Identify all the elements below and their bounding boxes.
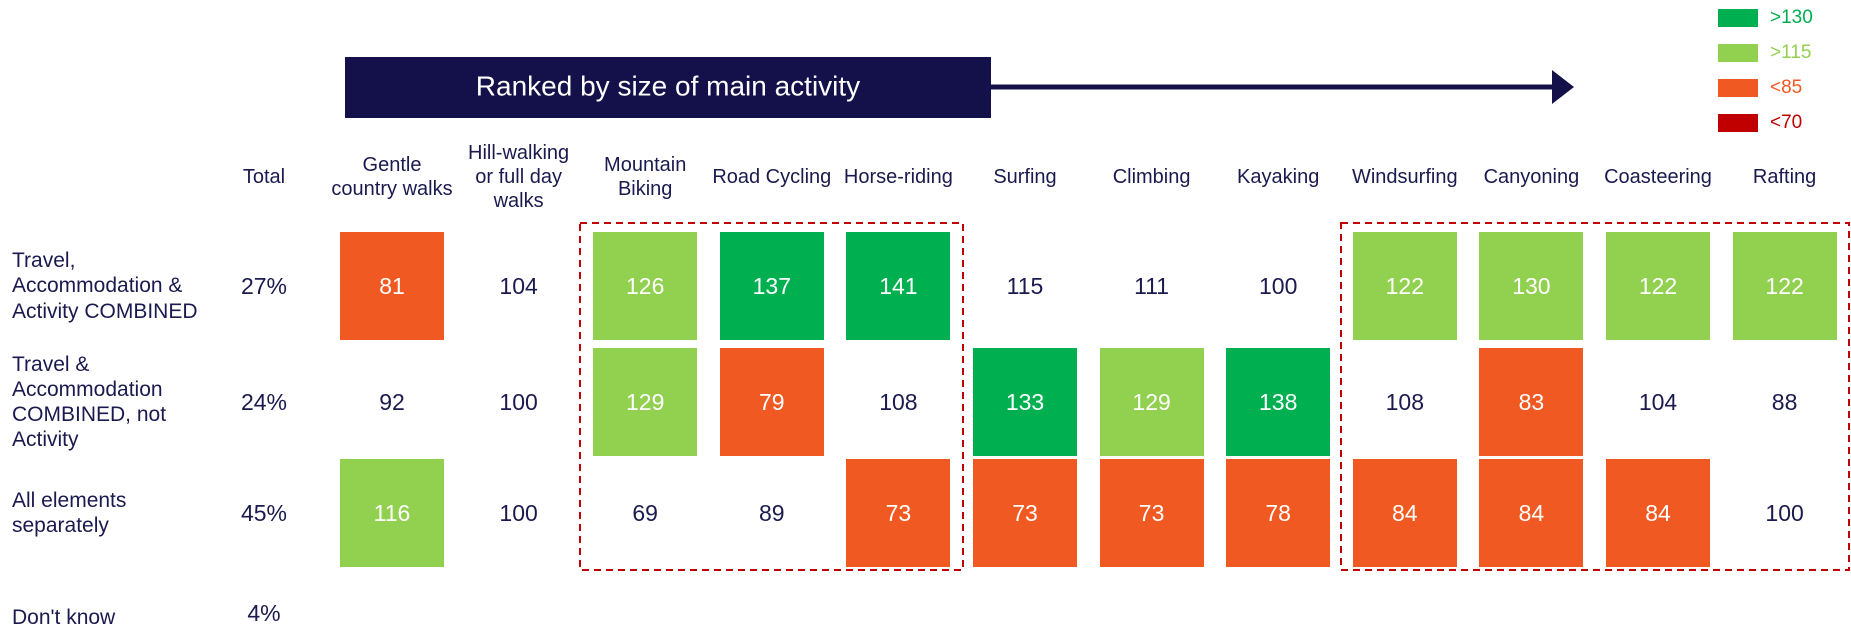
heat-cell: 83 xyxy=(1479,348,1584,456)
legend-swatch xyxy=(1718,114,1758,132)
legend-swatch xyxy=(1718,44,1758,62)
highlight-box xyxy=(579,222,964,571)
column-header: Horse-riding xyxy=(843,166,953,188)
heat-cell: 73 xyxy=(973,459,1077,567)
heat-cell: 100 xyxy=(1765,499,1804,526)
heat-cell: 129 xyxy=(593,348,698,456)
heat-cell: 104 xyxy=(1638,388,1678,415)
column-header: Rafting xyxy=(1752,166,1817,188)
heat-cell: 108 xyxy=(1385,388,1424,415)
heat-cell: 92 xyxy=(379,388,405,415)
banner-box xyxy=(345,57,991,118)
heat-cell: 79 xyxy=(719,348,824,456)
heat-cell: 126 xyxy=(593,232,698,340)
legend-swatch xyxy=(1718,79,1758,97)
heat-cell: 69 xyxy=(632,499,658,526)
heat-cell: 84 xyxy=(1352,459,1457,567)
column-header: Hill-walking or full day walks xyxy=(468,142,570,212)
legend-label: <70 xyxy=(1770,112,1803,133)
heat-cell: 81 xyxy=(340,232,444,340)
heat-cell: 100 xyxy=(1259,272,1298,299)
heat-cell: 78 xyxy=(1226,459,1331,567)
heat-cell: 100 xyxy=(499,388,538,415)
arrow-head xyxy=(1552,70,1574,104)
heat-cell: 73 xyxy=(846,459,951,567)
total-value: 45% xyxy=(240,499,288,526)
row-label: Travel, Accommodation & Activity COMBINE… xyxy=(12,249,198,323)
heat-cell: 104 xyxy=(499,272,538,299)
heat-cell: 84 xyxy=(1479,459,1584,567)
column-header: Road Cycling xyxy=(712,166,832,188)
column-header: Total xyxy=(242,166,286,188)
column-header: Canyoning xyxy=(1483,166,1580,188)
heat-cell: 115 xyxy=(1006,272,1044,299)
column-header: Gentle country walks xyxy=(331,154,453,200)
row-label: Travel & Accommodation COMBINED, not Act… xyxy=(12,352,167,452)
heat-cell: 130 xyxy=(1479,232,1584,340)
heat-cell: 108 xyxy=(879,388,918,415)
legend-label: >115 xyxy=(1770,42,1812,63)
column-header: Windsurfing xyxy=(1351,166,1458,188)
heat-cell: 116 xyxy=(340,459,444,567)
heat-cell: 100 xyxy=(499,499,538,526)
total-value: 24% xyxy=(240,388,288,415)
heat-cell: 122 xyxy=(1606,232,1710,340)
total-value: 27% xyxy=(240,272,288,299)
heat-cell: 89 xyxy=(759,499,785,526)
row-label: All elements separately xyxy=(12,488,127,537)
highlight-box xyxy=(1340,222,1850,571)
legend-label: >130 xyxy=(1770,7,1813,28)
heat-cell: 138 xyxy=(1226,348,1331,456)
heat-cell: 88 xyxy=(1771,388,1798,415)
legend-swatch xyxy=(1718,9,1758,27)
column-header: Mountain Biking xyxy=(604,154,687,200)
heat-cell: 122 xyxy=(1732,232,1837,340)
heat-cell: 111 xyxy=(1134,272,1170,299)
row-label: Don't know xyxy=(12,606,116,630)
heat-cell: 141 xyxy=(846,232,951,340)
legend-label: <85 xyxy=(1770,77,1803,98)
column-header: Kayaking xyxy=(1237,166,1320,188)
heat-cell: 73 xyxy=(1099,459,1204,567)
column-header: Climbing xyxy=(1112,166,1191,188)
banner-text: Ranked by size of main activity xyxy=(476,70,860,101)
column-header: Coasteering xyxy=(1604,166,1712,188)
heat-cell: 133 xyxy=(973,348,1077,456)
heat-cell: 137 xyxy=(719,232,824,340)
heat-cell: 122 xyxy=(1352,232,1457,340)
heat-cell: 84 xyxy=(1606,459,1710,567)
heat-cell: 129 xyxy=(1099,348,1204,456)
total-value: 4% xyxy=(247,599,281,626)
column-header: Surfing xyxy=(993,166,1057,188)
